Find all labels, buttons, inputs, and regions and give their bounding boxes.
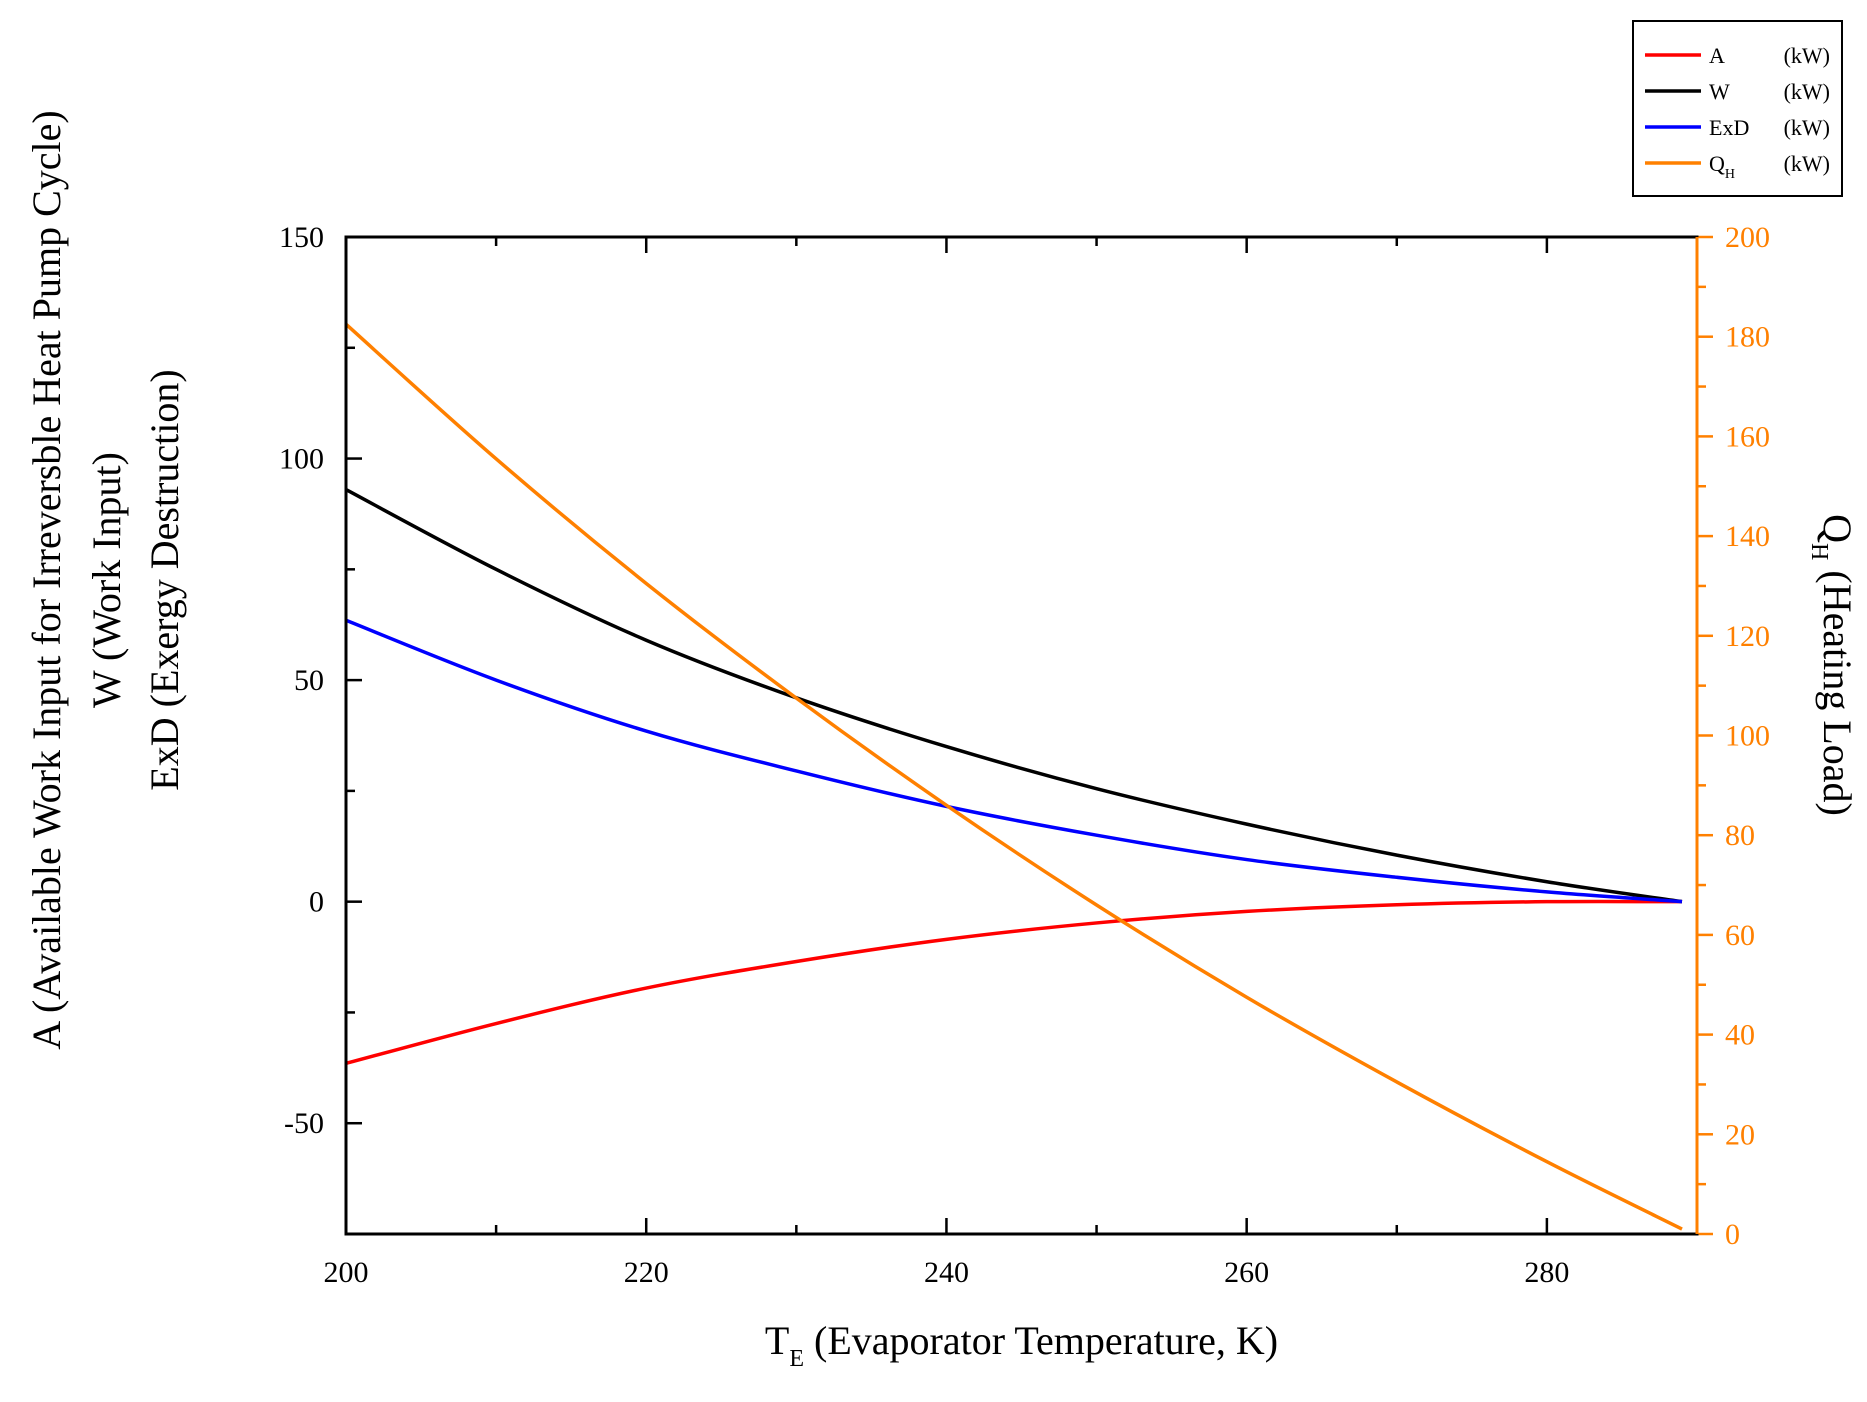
x-tick-label: 260	[1224, 1256, 1269, 1289]
x-tick-label: 240	[924, 1256, 969, 1289]
x-axis-title-main: T	[765, 1318, 789, 1363]
legend-unit-qh: (kW)	[1784, 151, 1830, 176]
legend-unit-a: (kW)	[1784, 43, 1830, 68]
left-tick-label: 50	[294, 664, 324, 697]
left-tick-label: -50	[284, 1107, 324, 1140]
left-axis-title-line-2: W (Work Input)	[84, 452, 129, 708]
legend-label-exd: ExD	[1709, 115, 1749, 140]
x-tick-label: 200	[324, 1256, 369, 1289]
legend: A (kW) W (kW) ExD (kW) QH (kW)	[1632, 20, 1843, 197]
series-line-qh	[344, 322, 1683, 1231]
legend-unit-w: (kW)	[1784, 79, 1830, 104]
legend-unit-exd: (kW)	[1784, 115, 1830, 140]
right-axis-title: QH (Heating Load)	[1806, 514, 1860, 816]
right-tick-label: 80	[1725, 819, 1755, 852]
right-tick-label: 200	[1725, 221, 1770, 254]
right-tick-label: 40	[1725, 1019, 1755, 1052]
left-tick-label: 100	[279, 443, 324, 476]
right-tick-label: 140	[1725, 520, 1770, 553]
right-axis-title-rest: (Heating Load)	[1815, 560, 1860, 815]
right-axis-title-main: Q	[1815, 514, 1860, 543]
x-tick-label: 280	[1524, 1256, 1569, 1289]
x-axis-title-sub: E	[789, 1346, 804, 1372]
left-axis-ticks: -50 0 50 100 150	[279, 221, 362, 1140]
series-line-w	[345, 488, 1683, 904]
x-axis-title: TE (Evaporator Temperature, K)	[765, 1318, 1278, 1372]
left-axis-title-line-3: ExD (Exergy Destruction)	[142, 369, 187, 790]
series-line-a	[345, 899, 1682, 1066]
right-tick-label: 20	[1725, 1118, 1755, 1151]
right-tick-label: 0	[1725, 1218, 1740, 1251]
legend-label-qh: QH	[1709, 151, 1735, 182]
left-tick-label: 0	[309, 886, 324, 919]
right-tick-label: 120	[1725, 620, 1770, 653]
legend-label-a: A	[1709, 43, 1725, 68]
left-axis-title: A (Available Work Input for Irreversble …	[24, 110, 187, 1049]
x-axis-title-rest: (Evaporator Temperature, K)	[804, 1318, 1278, 1363]
left-axis-title-line-1: A (Available Work Input for Irreversble …	[24, 110, 69, 1049]
right-tick-label: 60	[1725, 919, 1755, 952]
right-axis-title-sub: H	[1806, 543, 1832, 560]
right-axis-ticks: 0 20 40 60 80 100 120 140 160 180 200	[1697, 221, 1770, 1251]
right-tick-label: 180	[1725, 321, 1770, 354]
x-axis-ticks: 200 220 240 260 280	[324, 237, 1699, 1289]
plot-frame	[344, 235, 1699, 1236]
left-tick-label: 150	[279, 221, 324, 254]
right-tick-label: 100	[1725, 720, 1770, 753]
series-layer	[344, 322, 1683, 1231]
legend-box	[1632, 20, 1843, 197]
legend-label-w: W	[1709, 79, 1730, 104]
series-line-exd	[345, 618, 1683, 904]
right-tick-label: 160	[1725, 420, 1770, 453]
x-tick-label: 220	[624, 1256, 669, 1289]
